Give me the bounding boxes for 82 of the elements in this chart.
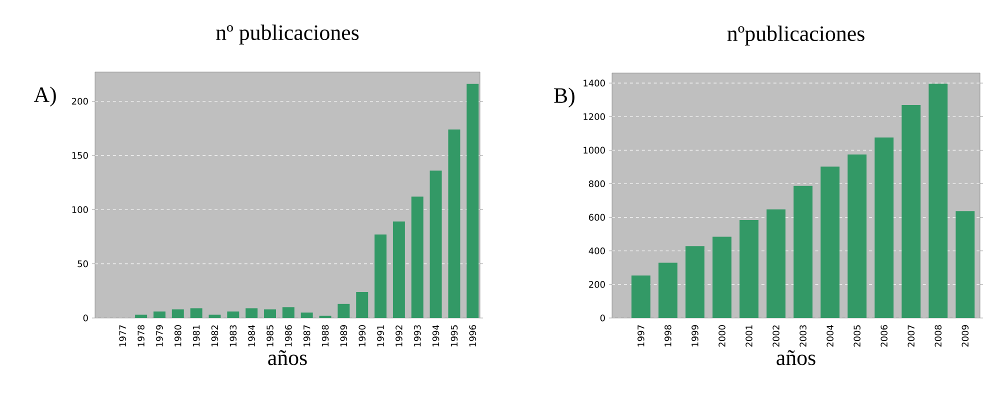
x-tick-label: 2008	[934, 325, 942, 347]
bar	[956, 211, 975, 318]
x-axis-title: años	[776, 350, 816, 366]
y-tick-label: 600	[589, 214, 605, 221]
bar	[430, 170, 442, 318]
x-tick-label: 1998	[664, 325, 672, 346]
bar	[374, 234, 387, 318]
bar	[300, 312, 313, 318]
chart-title: nºpublicaciones	[727, 26, 864, 46]
x-tick-label: 1984	[248, 325, 255, 346]
bar	[282, 307, 294, 318]
y-tick-label: 200	[72, 98, 88, 105]
x-tick-label: 1997	[638, 325, 644, 346]
bar	[338, 304, 350, 318]
x-tick-label: 1979	[156, 325, 163, 346]
bar	[740, 220, 758, 318]
x-tick-label: 1999	[692, 325, 698, 346]
y-tick-label: 200	[589, 281, 605, 288]
bar	[874, 137, 894, 318]
x-tick-label: 1980	[174, 325, 182, 346]
x-tick-label: 1996	[469, 325, 476, 346]
y-tick-label: 1000	[584, 146, 605, 154]
x-tick-label: 2004	[826, 325, 834, 347]
x-tick-label: 1982	[211, 325, 218, 346]
x-tick-label: 2002	[772, 325, 780, 347]
x-tick-label: 1987	[303, 325, 310, 346]
y-tick-label: 1200	[584, 113, 605, 120]
text: B)	[554, 88, 574, 108]
x-tick-label: 2005	[854, 325, 860, 347]
bar	[686, 246, 704, 318]
bar	[766, 209, 786, 318]
bar	[227, 311, 240, 318]
bar	[794, 186, 812, 318]
x-tick-label: 1978	[138, 325, 144, 346]
bar	[172, 309, 184, 318]
y-tick-label: 150	[72, 152, 88, 159]
x-tick-label: 2003	[800, 325, 806, 347]
bar	[928, 84, 948, 318]
bar	[820, 166, 840, 318]
bar	[848, 154, 867, 318]
x-tick-label: 1988	[322, 325, 329, 346]
bar	[264, 309, 276, 318]
x-tick-label: 1983	[230, 325, 237, 346]
x-tick-label: 1990	[358, 325, 366, 346]
y-tick-label: 1400	[584, 80, 605, 86]
bar	[712, 236, 732, 318]
bar	[466, 84, 479, 318]
y-tick-label: 800	[588, 180, 605, 188]
x-tick-label: 2009	[962, 325, 969, 347]
chart-title: nº publicaciones	[216, 24, 359, 45]
x-tick-label: 1977	[119, 325, 126, 346]
bar	[153, 311, 166, 318]
x-tick-label: 1991	[377, 325, 384, 346]
y-tick-label: 400	[588, 247, 605, 254]
bar	[448, 129, 460, 318]
x-tick-label: 1995	[450, 325, 458, 346]
x-tick-label: 1985	[266, 325, 274, 346]
x-tick-label: 2007	[908, 325, 914, 347]
x-tick-label: 1994	[432, 325, 440, 346]
text: A)	[34, 86, 56, 107]
x-tick-label: 2000	[718, 325, 726, 347]
bar	[190, 308, 202, 318]
x-tick-label: 2001	[746, 325, 752, 347]
x-tick-label: 1992	[396, 325, 402, 346]
x-tick-label: 1993	[414, 325, 421, 346]
x-tick-label: 1986	[285, 325, 292, 346]
bar	[135, 314, 148, 318]
bar	[631, 276, 650, 318]
bar	[411, 196, 424, 318]
y-tick-label: 100	[72, 206, 88, 214]
x-axis-title: años	[268, 350, 307, 366]
bar	[658, 262, 678, 318]
bar	[246, 308, 258, 318]
x-tick-label: 1989	[340, 325, 348, 346]
y-tick-label: 50	[78, 260, 88, 268]
y-tick-label: 0	[600, 314, 605, 322]
bar	[356, 292, 368, 318]
y-tick-label: 0	[83, 314, 88, 322]
x-tick-label: 2006	[880, 325, 888, 347]
bar	[902, 105, 921, 318]
x-tick-label: 1981	[192, 325, 200, 346]
bar	[392, 222, 405, 318]
